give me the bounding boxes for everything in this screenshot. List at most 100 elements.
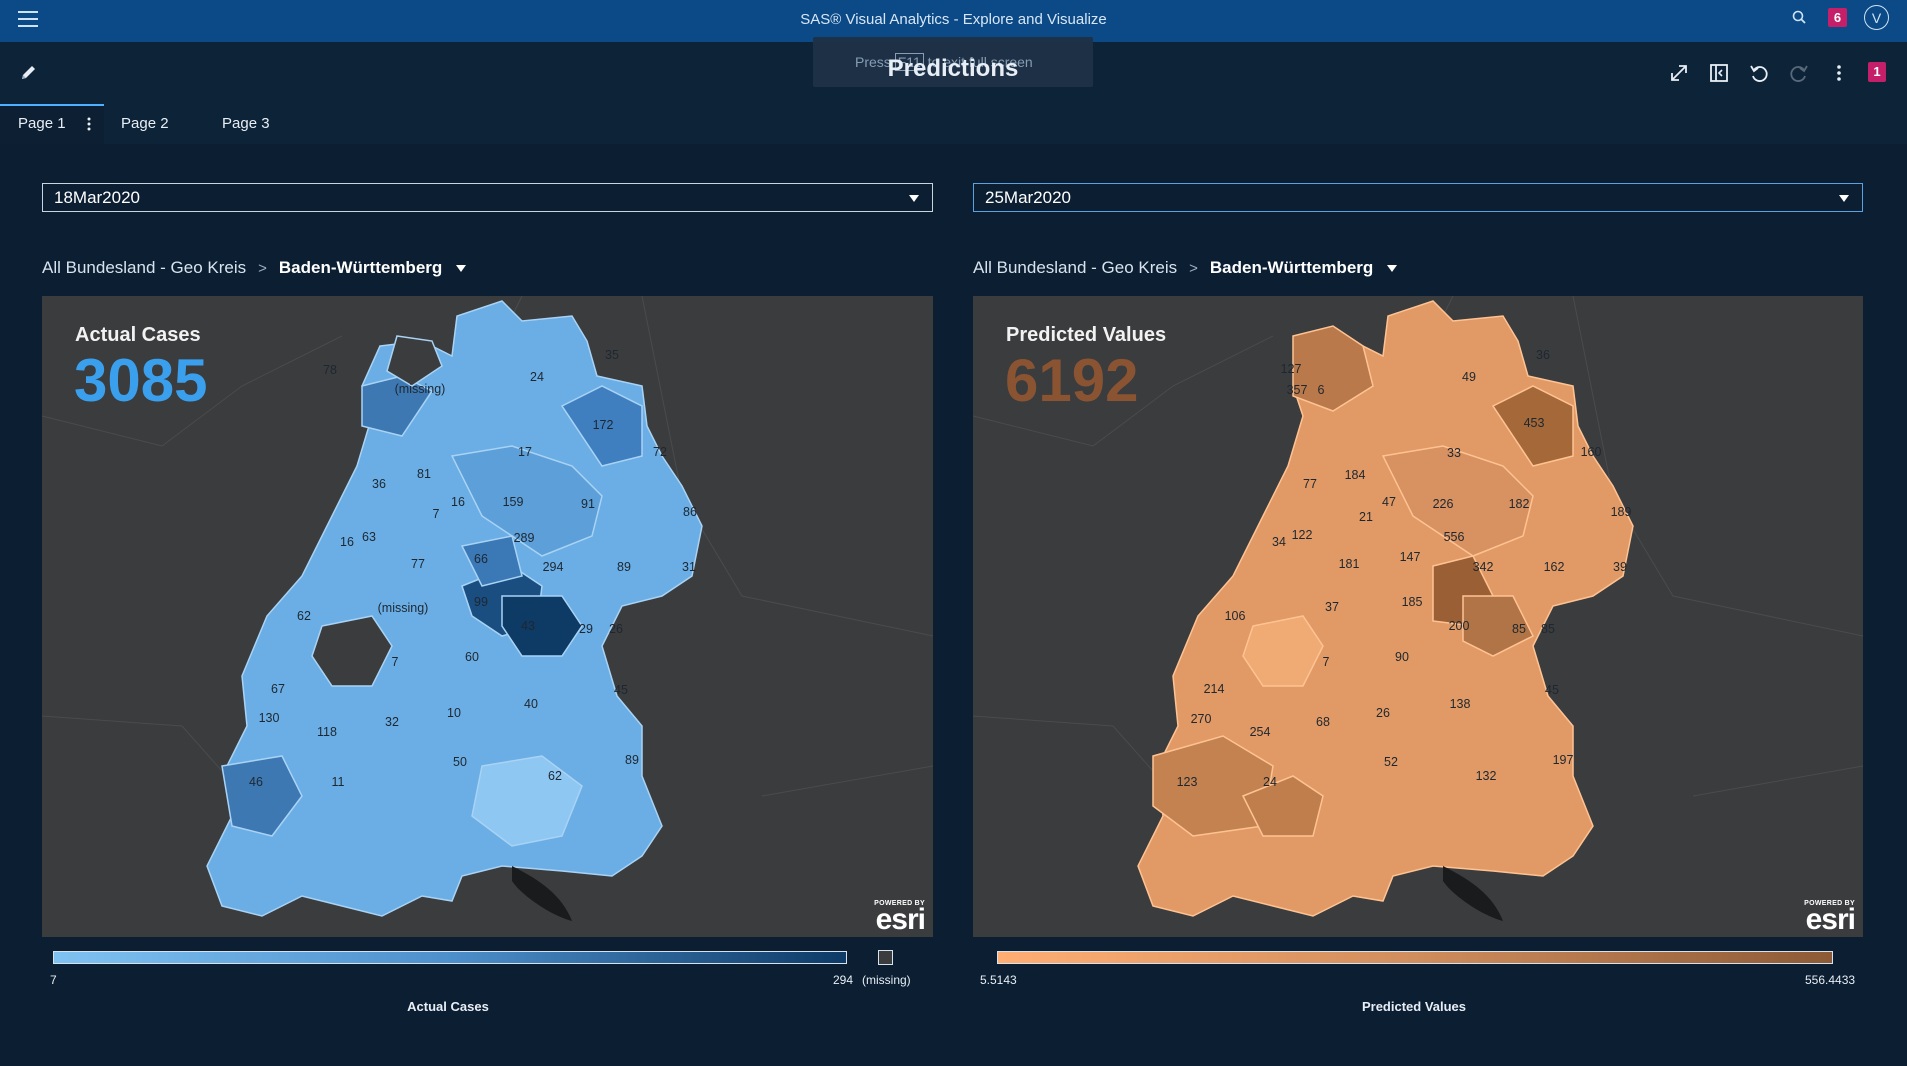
region-label: 181 [1339,557,1360,571]
region-label: 36 [1536,348,1550,362]
map-svg-left: 78 (missing) 35 24 172 72 17 81 36 16 15… [42,296,933,921]
region-label: 132 [1476,769,1497,783]
region-label: 63 [362,530,376,544]
undo-icon[interactable] [1748,62,1770,84]
region-label: 172 [593,418,614,432]
kpi-value: 6192 [1005,347,1139,414]
legend-max: 294 [833,973,854,987]
region-label: 138 [1450,697,1471,711]
more-options-icon[interactable] [1828,62,1850,84]
region-label: 39 [1613,560,1627,574]
region-label: 77 [1303,477,1317,491]
esri-logo: POWERED BY esri [1804,900,1856,935]
edit-pencil-icon[interactable] [19,62,39,82]
region-label: 85 [1541,622,1555,636]
region-label: 91 [581,497,595,511]
actual-cases-map[interactable]: 78 (missing) 35 24 172 72 17 81 36 16 15… [42,296,933,937]
actual-cases-color-legend [53,951,847,964]
region-label: 78 [323,363,337,377]
breadcrumb-all[interactable]: All Bundesland - Geo Kreis [973,258,1178,277]
user-avatar[interactable]: V [1864,5,1889,30]
region-label: 16 [451,495,465,509]
region-label: 81 [417,467,431,481]
report-notification-badge[interactable]: 1 [1868,62,1886,82]
region-label: 189 [1611,505,1632,519]
tab-page-1[interactable]: Page 1 [0,104,104,144]
region-label: 60 [465,650,479,664]
region-label: 99 [474,595,488,609]
breadcrumb-separator-icon: > [258,260,267,277]
region-label: 10 [447,706,461,720]
region-label: 200 [1449,619,1470,633]
region-label: 37 [1325,600,1339,614]
region-label: 6 [1318,383,1325,397]
redo-icon[interactable] [1788,62,1810,84]
predicted-values-map[interactable]: 127 357 6 36 49 453 160 33 184 77 47 226… [973,296,1863,937]
state-shape-right [1137,300,1634,917]
esri-logo-text: esri [875,903,926,936]
region-label: (missing) [395,382,446,396]
pane-toggle-icon[interactable] [1708,62,1730,84]
hint-text-before: Press [855,54,891,70]
region-label: 123 [1177,775,1198,789]
region-label: 122 [1292,528,1313,542]
region-label: 45 [614,683,628,697]
region-label: 35 [605,348,619,362]
report-title: Predictions [887,55,1019,82]
region-label: 7 [1323,655,1330,669]
date-select-right[interactable]: 25Mar2020 [973,183,1863,212]
region-label: 11 [332,775,345,789]
kpi-title: Actual Cases [75,324,201,346]
predicted-values-color-legend [997,951,1833,964]
region-label: 185 [1402,595,1423,609]
missing-color-swatch [878,950,893,965]
breadcrumb-right: All Bundesland - Geo Kreis > Baden-Württem… [973,258,1398,278]
region-label: 106 [1225,609,1246,623]
date-select-value: 25Mar2020 [985,188,1072,207]
breadcrumb-left: All Bundesland - Geo Kreis > Baden-Württem… [42,258,467,278]
region-labels-right: 127 357 6 36 49 453 160 33 184 77 47 226… [1177,348,1632,789]
search-icon[interactable] [1791,9,1809,27]
tab-menu-icon[interactable] [86,106,92,156]
tab-page-3[interactable]: Page 3 [222,115,270,132]
breadcrumb-dropdown-icon[interactable] [1387,265,1398,273]
tab-label: Page 1 [18,115,66,132]
region-label: 453 [1524,416,1545,430]
region-label: 89 [625,753,639,767]
hamburger-menu-icon[interactable] [18,11,38,27]
state-shape-left [206,300,703,917]
region-label: 24 [1263,775,1277,789]
tab-page-2[interactable]: Page 2 [121,115,169,132]
breadcrumb-all[interactable]: All Bundesland - Geo Kreis [42,258,247,277]
region-label: 36 [372,477,386,491]
legend-max: 556.4433 [1805,973,1856,987]
region-label: 49 [1462,370,1476,384]
app-title: SAS® Visual Analytics - Explore and Visu… [800,11,1107,28]
region-label: 214 [1204,682,1225,696]
date-select-left[interactable]: 18Mar2020 [42,183,933,212]
date-select-value: 18Mar2020 [54,188,141,207]
region-label: 52 [1384,755,1398,769]
breadcrumb-current[interactable]: Baden-Württemberg [278,258,443,277]
breadcrumb-dropdown-icon[interactable] [456,265,467,273]
expand-icon[interactable] [1668,62,1690,84]
breadcrumb-current[interactable]: Baden-Württemberg [1209,258,1374,277]
region-label: 43 [521,619,535,633]
fullscreen-hint-toast: Press F11 to exit full screen [813,37,1093,87]
region-label: 21 [1359,510,1373,524]
region-label: 162 [1544,560,1565,574]
region-label: 289 [514,531,535,545]
region-label: 32 [385,715,399,729]
esri-logo: POWERED BY esri [874,900,926,936]
hint-text-after: to exit full screen [927,54,1033,70]
region-label: 7 [392,655,399,669]
region-label: 147 [1400,550,1421,564]
notification-badge[interactable]: 6 [1828,8,1847,27]
lake-constance-shape [1443,866,1503,921]
region-label: 357 [1287,383,1308,397]
region-label: 556 [1444,530,1465,544]
top-bar [0,0,1907,42]
region-label: 29 [579,622,593,636]
breadcrumb-separator-icon: > [1189,260,1198,277]
lake-constance-shape [512,866,572,921]
